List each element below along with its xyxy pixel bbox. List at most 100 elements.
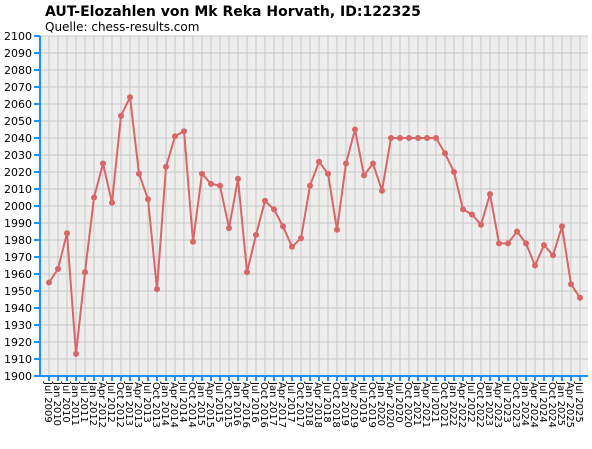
y-tick-label: 2040 <box>4 132 32 145</box>
point <box>289 243 295 250</box>
point <box>154 286 160 293</box>
x-tick-label: Jul 2009 <box>42 381 53 423</box>
x-tick-label: Jul 2013 <box>141 381 152 423</box>
point <box>73 350 79 357</box>
x-tick-label: Jul 2020 <box>393 381 404 423</box>
x-tick-label: Jan 2015 <box>195 381 206 426</box>
x-tick-label: Apr 2017 <box>276 382 287 428</box>
x-tick-label: Jul 2014 <box>177 381 188 423</box>
x-tick-label: Jul 2023 <box>501 381 512 423</box>
point <box>280 223 286 230</box>
y-tick-label: 1940 <box>4 302 32 315</box>
point <box>55 265 61 272</box>
point <box>505 240 511 247</box>
x-tick-label: Apr 2015 <box>204 382 215 428</box>
point <box>82 269 88 276</box>
point <box>127 94 133 101</box>
point <box>514 228 520 235</box>
point <box>577 294 583 301</box>
y-tick-label: 1920 <box>4 336 32 349</box>
y-tick-label: 2080 <box>4 64 32 77</box>
x-tick-label: Jan 2019 <box>339 381 350 426</box>
point <box>235 175 241 182</box>
x-tick-label: Jan 2013 <box>123 381 134 426</box>
y-tick-label: 2020 <box>4 166 32 179</box>
x-tick-label: Apr 2013 <box>132 382 143 428</box>
point <box>172 133 178 140</box>
y-tick-label: 2030 <box>4 149 32 162</box>
x-tick-label: Oct 2017 <box>294 382 305 428</box>
x-tick-label: Apr 2022 <box>456 382 467 428</box>
x-tick-label: Jan 2011 <box>69 381 80 426</box>
x-tick-label: Apr 2012 <box>96 382 107 428</box>
x-tick-label: Jul 2018 <box>321 381 332 423</box>
point <box>433 135 439 141</box>
x-tick-label: Jul 2011 <box>78 381 89 423</box>
x-tick-label: Oct 2014 <box>186 382 197 428</box>
point <box>487 191 493 198</box>
point <box>460 206 466 213</box>
x-tick-label: Jul 2024 <box>537 381 548 423</box>
x-tick-label: Jan 2024 <box>519 381 530 426</box>
y-tick-label: 2060 <box>4 98 32 111</box>
y-tick-label: 1990 <box>4 217 32 230</box>
x-tick-label: Oct 2013 <box>150 382 161 428</box>
point <box>217 182 223 189</box>
line <box>48 93 581 355</box>
x-tick-label: Jul 2010 <box>60 381 71 423</box>
x-tick-label: Jul 2017 <box>285 381 296 423</box>
point <box>532 262 538 269</box>
x-tick-label: Oct 2024 <box>546 382 557 428</box>
x-tick-label: Apr 2014 <box>168 382 179 428</box>
x-tick-label: Jan 2010 <box>51 381 62 426</box>
point <box>118 112 124 119</box>
x-tick-label: Apr 2021 <box>420 382 431 428</box>
point <box>100 160 106 167</box>
point <box>109 199 115 206</box>
x-tick-label: Jul 2015 <box>213 381 224 423</box>
point <box>550 252 556 259</box>
x-tick-label: Jan 2020 <box>375 381 386 426</box>
x-tick-label: Oct 2021 <box>438 382 449 428</box>
y-tick-label: 1900 <box>4 370 32 383</box>
point <box>343 160 349 167</box>
x-tick-label: Apr 2019 <box>348 382 359 428</box>
point <box>316 158 322 165</box>
x-tick-label: Jul 2016 <box>249 381 260 423</box>
chart-subtitle: Quelle: chess-results.com <box>45 20 199 34</box>
chart-title: AUT-Elozahlen von Mk Reka Horvath, ID:12… <box>45 4 421 20</box>
x-tick-label: Jul 2021 <box>429 381 440 423</box>
point <box>307 182 313 189</box>
x-tick-label: Apr 2023 <box>492 382 503 428</box>
y-tick-label: 1970 <box>4 251 32 264</box>
point <box>541 242 547 249</box>
x-tick-label: Jan 2017 <box>267 381 278 426</box>
y-tick-label: 2100 <box>4 30 32 43</box>
x-tick-label: Apr 2020 <box>384 382 395 428</box>
point <box>190 238 196 245</box>
x-tick-label: Apr 2024 <box>528 382 539 428</box>
x-tick-label: Oct 2015 <box>222 382 233 428</box>
point <box>361 172 367 179</box>
point <box>352 126 358 133</box>
point <box>424 135 430 141</box>
point <box>145 196 151 203</box>
point <box>406 135 412 141</box>
x-tick-label: Jan 2023 <box>483 381 494 426</box>
point <box>226 225 232 232</box>
y-tick-label: 1980 <box>4 234 32 247</box>
point <box>559 223 565 230</box>
point <box>325 170 331 177</box>
point <box>46 279 52 286</box>
x-tick-label: Oct 2016 <box>258 382 269 428</box>
point <box>442 150 448 157</box>
x-tick-label: Jan 2022 <box>447 381 458 426</box>
y-tick-label: 2010 <box>4 183 32 196</box>
point <box>199 170 205 177</box>
point <box>208 180 214 187</box>
point <box>478 221 484 228</box>
point <box>244 269 250 276</box>
point <box>415 135 421 141</box>
x-tick-label: Oct 2012 <box>114 382 125 428</box>
